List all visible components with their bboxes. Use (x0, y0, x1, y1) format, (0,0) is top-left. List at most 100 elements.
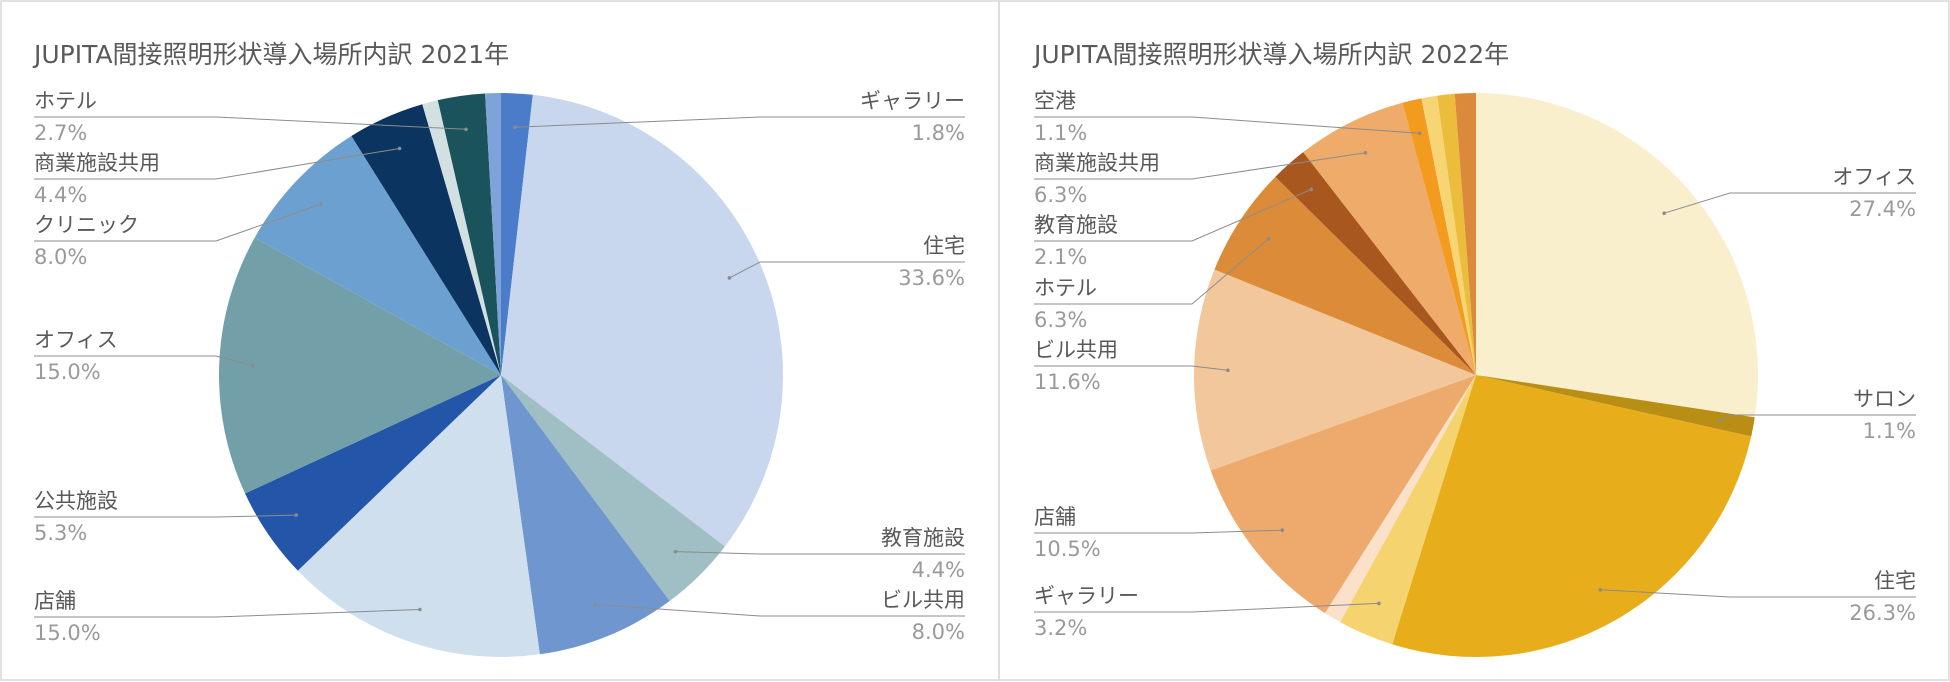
slice-label-value: 1.8% (912, 121, 965, 145)
slice-label-value: 4.4% (34, 183, 87, 207)
pie-slice[interactable] (501, 375, 725, 602)
leader-dot (1363, 151, 1368, 155)
leader-line (34, 148, 400, 180)
leader-line (514, 116, 965, 128)
pie-slice[interactable] (1193, 269, 1476, 471)
leader-line (1719, 414, 1916, 422)
leader-dot (1598, 588, 1603, 592)
leader-dot (1377, 601, 1381, 606)
slice-label-value: 3.2% (1034, 616, 1087, 640)
leader-line (1034, 188, 1312, 242)
slice-label-name: 店舗 (1034, 505, 1076, 529)
slice-label-name: 商業施設共用 (34, 151, 160, 175)
pie-slice[interactable] (437, 93, 501, 375)
slice-label-name: ホテル (34, 89, 97, 113)
pie-slice[interactable] (254, 135, 501, 375)
slice-label-name: ギャラリー (1034, 584, 1139, 608)
leader-line (675, 551, 965, 555)
pie-slice[interactable] (1275, 152, 1476, 375)
pie-slice[interactable] (1421, 95, 1476, 375)
slice-label-name: 住宅 (923, 234, 965, 258)
leader-line (729, 261, 965, 279)
pie-slice[interactable] (501, 93, 533, 375)
leader-line (1600, 589, 1916, 598)
pie-slice[interactable] (1210, 375, 1476, 614)
slice-label-name: オフィス (1832, 165, 1916, 189)
slice-label-value: 8.0% (912, 620, 965, 644)
pie-slice[interactable] (1214, 176, 1476, 375)
pie-slice[interactable] (245, 375, 501, 571)
leader-line (1034, 529, 1283, 534)
slice-label-value: 26.3% (1849, 601, 1916, 625)
leader-dot (251, 363, 255, 368)
slice-label-value: 27.4% (1849, 197, 1916, 221)
slice-label-value: 4.4% (912, 558, 965, 582)
slice-label-name: 空港 (1034, 89, 1076, 113)
slice-label-name: 住宅 (1874, 569, 1916, 593)
leader-line (1034, 602, 1379, 613)
chart-frame-2022 (998, 0, 1950, 681)
slice-label-value: 1.1% (1863, 419, 1916, 443)
slice-label-name: ビル共用 (1034, 338, 1118, 362)
leader-line (1034, 152, 1366, 180)
slice-label-value: 10.5% (1034, 537, 1101, 561)
leader-line (1034, 116, 1420, 134)
pie-slice[interactable] (422, 100, 501, 376)
pie-group-1: オフィス 27.4% サロン 1.1% 住宅 26.3% ギャラリー 3.2% 店舗 10.5% ビ… (1034, 89, 1916, 658)
leader-dot (1280, 528, 1285, 532)
pie-slice[interactable] (1476, 375, 1755, 437)
leader-dot (294, 513, 299, 517)
slice-label-value: 2.7% (34, 121, 87, 145)
slice-label-name: サロン (1853, 387, 1916, 411)
leader-line (595, 604, 965, 617)
pie-slice[interactable] (219, 237, 501, 494)
leader-dot (1718, 418, 1722, 423)
pie-slice[interactable] (1324, 375, 1476, 623)
pie-slice[interactable] (1340, 375, 1476, 645)
leader-line (34, 203, 322, 242)
slice-label-name: 公共施設 (34, 489, 118, 513)
pie-slice[interactable] (1454, 93, 1476, 375)
pie-slice[interactable] (351, 104, 501, 375)
pie-slice[interactable] (501, 94, 784, 547)
pie-slice[interactable] (1392, 375, 1752, 658)
chart-title-2021: JUPITA間接照明形状導入場所内訳 2021年 (32, 40, 509, 69)
leader-dot (593, 602, 597, 607)
leader-dot (319, 202, 324, 206)
slice-label-name: 店舗 (34, 589, 76, 613)
leader-dot (673, 549, 678, 554)
pie-slice[interactable] (1437, 93, 1476, 376)
slice-label-value: 15.0% (34, 621, 101, 645)
slice-label-value: 33.6% (898, 266, 965, 290)
leader-line (34, 116, 467, 130)
pie-slice[interactable] (1402, 98, 1476, 375)
slice-label-name: オフィス (34, 328, 118, 352)
leader-line (34, 355, 254, 367)
slice-label-value: 8.0% (34, 245, 87, 269)
leader-line (1034, 238, 1269, 305)
slice-label-value: 1.1% (1034, 121, 1087, 145)
pie-slice[interactable] (501, 375, 670, 655)
slice-label-value: 11.6% (1034, 370, 1101, 394)
leader-line (34, 609, 420, 618)
leader-dot (727, 276, 732, 280)
pie-slice[interactable] (1303, 102, 1476, 375)
leader-dot (1417, 131, 1422, 136)
slice-label-name: 教育施設 (1034, 213, 1118, 237)
leader-dot (1266, 237, 1271, 241)
leader-dot (513, 125, 517, 129)
leader-dot (397, 146, 402, 151)
slice-label-value: 6.3% (1034, 183, 1087, 207)
leader-line (1034, 365, 1228, 371)
leader-dot (418, 607, 422, 612)
leader-dot (1309, 187, 1314, 192)
chart-title-2022: JUPITA間接照明形状導入場所内訳 2022年 (1032, 40, 1509, 69)
pie-slice[interactable] (297, 375, 540, 658)
slice-label-name: ギャラリー (860, 89, 965, 113)
pie-slice[interactable] (1476, 93, 1758, 418)
slice-label-name: 教育施設 (881, 526, 965, 550)
pie-slice[interactable] (485, 93, 501, 375)
leader-line (1664, 192, 1916, 214)
